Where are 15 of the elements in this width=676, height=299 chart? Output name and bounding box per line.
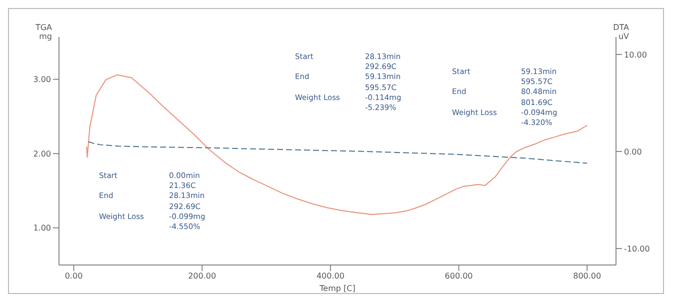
x-tick-label: 400.00 [316,272,344,281]
y2-tick-label: 10.00 [624,50,647,60]
x-tick-label: 200.00 [188,272,216,281]
x-tick-label: 0.00 [64,272,83,281]
line-series [88,141,588,164]
x-tick-label: 800.00 [573,272,602,281]
y2-tick-label: 0.00 [624,147,642,156]
y-tick-label: 1.00 [33,224,51,233]
x-axis-title: Temp [C] [318,284,356,293]
y2-tick-label: -10.00 [624,244,650,254]
y2-axis-title: DTA uV [613,23,629,41]
x-tick-label: 600.00 [444,272,473,281]
y-tick-label: 3.00 [33,75,51,84]
y-tick-label: 2.00 [33,149,51,158]
y-axis-title: TGA mg [35,23,52,41]
